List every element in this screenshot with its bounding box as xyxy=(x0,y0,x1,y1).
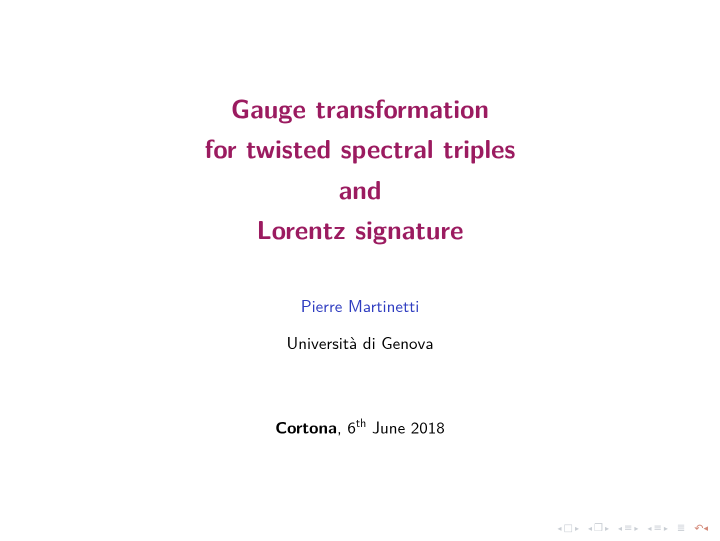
date-sep: , xyxy=(337,415,347,440)
nav-back-group[interactable]: ↶ ◂ xyxy=(694,522,708,535)
slide-root: Gauge transformation for twisted spectra… xyxy=(0,0,720,541)
nav-prev-section-icon: ◂ xyxy=(618,524,622,533)
title-block: Gauge transformation for twisted spectra… xyxy=(205,88,516,249)
date-rest: June 2018 xyxy=(366,415,444,440)
nav-frame-icon: ❒ xyxy=(594,523,603,534)
date-ordinal: th xyxy=(356,413,366,431)
title-line-2: for twisted spectral triples xyxy=(205,128,516,168)
nav-next-section-icon: ▸ xyxy=(634,524,638,533)
nav-next-sub-icon: ▸ xyxy=(664,524,668,533)
nav-prev-slide-icon: ◂ xyxy=(558,524,562,533)
nav-subsection-group[interactable]: ◂ ≡ ▸ xyxy=(647,523,667,534)
nav-mode-group[interactable]: ≣ xyxy=(677,523,685,534)
nav-slide-group[interactable]: ◂ □ ▸ xyxy=(558,523,579,534)
date-line: Cortona, 6th June 2018 xyxy=(275,413,445,440)
title-line-1: Gauge transformation xyxy=(205,88,516,128)
nav-prev-frame-icon: ◂ xyxy=(588,524,592,533)
nav-section-group[interactable]: ◂ ≡ ▸ xyxy=(618,523,638,534)
nav-back2-icon: ◂ xyxy=(703,524,708,534)
affiliation: Università di Genova xyxy=(287,330,434,355)
nav-back-icon: ↶ xyxy=(694,522,703,535)
title-line-4: Lorentz signature xyxy=(205,209,516,249)
beamer-nav-bar: ◂ □ ▸ ◂ ❒ ▸ ◂ ≡ ▸ ◂ ≡ ▸ ≣ ↶ ◂ xyxy=(558,522,708,535)
title-line-3: and xyxy=(205,169,516,209)
date-place: Cortona xyxy=(275,416,337,440)
nav-next-frame-icon: ▸ xyxy=(605,524,609,533)
nav-sub-icon: ≡ xyxy=(653,523,661,534)
nav-prev-sub-icon: ◂ xyxy=(647,524,651,533)
author-name: Pierre Martinetti xyxy=(301,293,420,318)
nav-slide-icon: □ xyxy=(564,523,573,534)
nav-mode-icon: ≣ xyxy=(677,523,685,534)
date-day: 6 xyxy=(347,415,356,440)
nav-next-slide-icon: ▸ xyxy=(575,524,579,533)
nav-frame-group[interactable]: ◂ ❒ ▸ xyxy=(588,523,609,534)
nav-section-icon: ≡ xyxy=(624,523,632,534)
